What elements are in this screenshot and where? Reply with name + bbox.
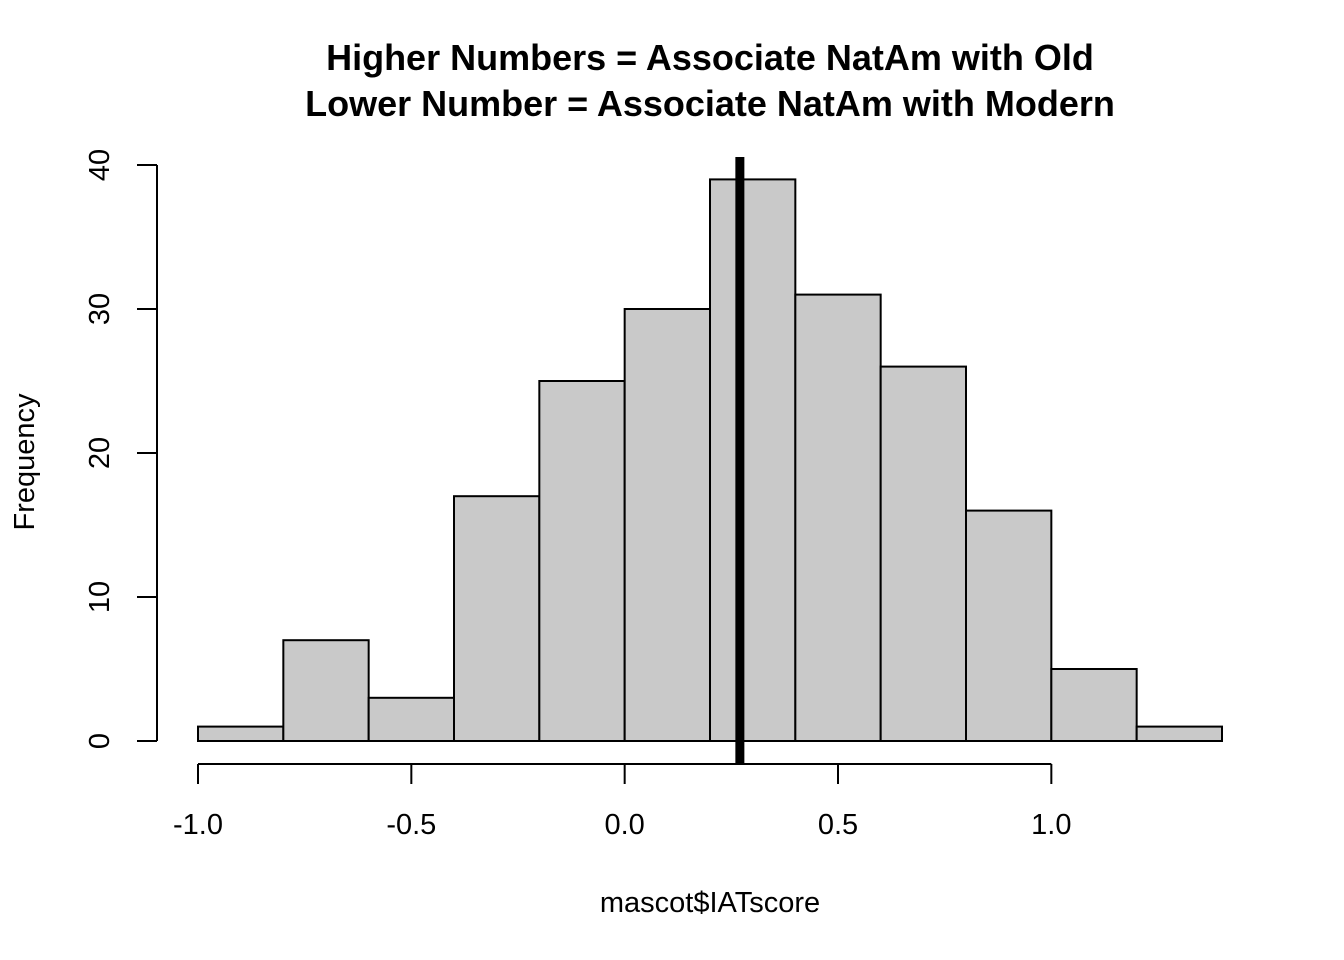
y-axis: 0 10 20 30 40 <box>84 149 158 749</box>
x-tick-label: 1.0 <box>1031 809 1071 841</box>
x-tick-label: 0.5 <box>818 809 858 841</box>
histogram-bars <box>197 178 1223 743</box>
histogram-bar <box>197 725 285 742</box>
histogram-bar <box>965 509 1053 742</box>
y-tick-label: 40 <box>84 149 116 181</box>
x-tick-label: 0.0 <box>605 809 645 841</box>
y-tick-label: 30 <box>84 293 116 325</box>
histogram-bar <box>453 495 541 743</box>
histogram-bar <box>1050 668 1138 742</box>
histogram-bar <box>1135 725 1223 742</box>
y-tick-label: 20 <box>84 437 116 469</box>
histogram-bar <box>709 178 797 742</box>
chart-title-line-2: Lower Number = Associate NatAm with Mode… <box>305 83 1115 124</box>
x-tick-label: -0.5 <box>386 809 436 841</box>
chart-title-line-1: Higher Numbers = Associate NatAm with Ol… <box>326 37 1094 78</box>
x-tick-label: -1.0 <box>173 809 223 841</box>
histogram-bar <box>879 365 968 742</box>
histogram-bar <box>794 293 882 742</box>
y-tick-label: 10 <box>84 581 116 613</box>
histogram-bar <box>282 639 370 743</box>
y-axis-title: Frequency <box>9 393 41 531</box>
histogram-bar <box>538 380 626 742</box>
x-axis: -1.0 -0.5 0.0 0.5 1.0 <box>173 763 1071 841</box>
histogram-bar <box>367 696 455 742</box>
y-tick-label: 0 <box>84 733 116 749</box>
histogram-bar <box>623 308 712 742</box>
x-axis-title: mascot$IATscore <box>600 887 820 919</box>
